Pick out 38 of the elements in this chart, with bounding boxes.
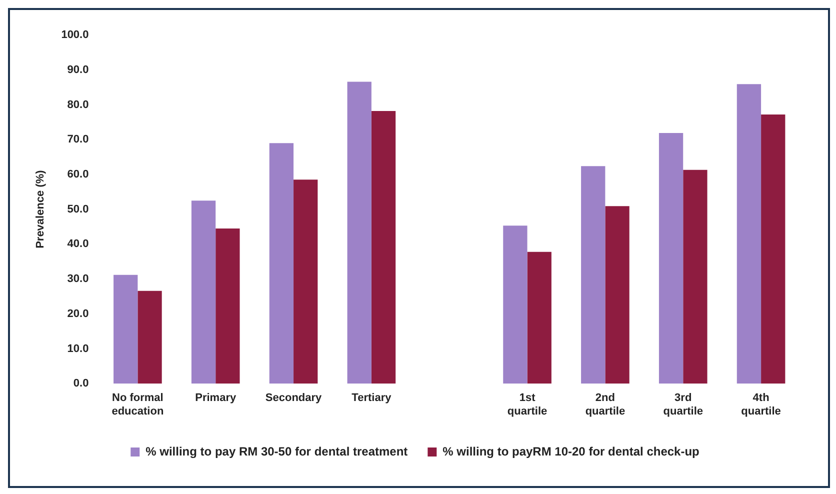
y-axis-title: Prevalence (%) — [34, 170, 47, 248]
x-tick-label: 2nd quartile — [585, 392, 626, 418]
x-tick-label: Tertiary — [352, 392, 392, 404]
bar — [736, 84, 762, 384]
bar — [527, 252, 552, 384]
y-tick-label: 30.0 — [67, 273, 89, 286]
x-tick-label: Secondary — [265, 392, 323, 404]
x-tick-label: 4th quartile — [741, 392, 781, 418]
x-tick-label: No formal education — [112, 392, 164, 418]
bar — [605, 206, 630, 384]
y-tick-label: 10.0 — [67, 342, 89, 355]
y-tick-label: 80.0 — [67, 98, 89, 111]
legend-label: % willing to pay RM 30-50 for dental treatment — [146, 444, 408, 458]
y-tick-label: 40.0 — [67, 238, 89, 250]
bar — [114, 274, 138, 384]
y-tick-label: 70.0 — [67, 134, 89, 146]
y-tick-label: 50.0 — [67, 203, 89, 216]
y-tick-label: 20.0 — [67, 308, 89, 320]
x-tick-label: 3rd quartile — [663, 392, 703, 418]
bar — [138, 290, 162, 384]
bar — [683, 170, 708, 384]
bar — [503, 226, 528, 384]
y-tick-label: 0.0 — [73, 378, 89, 390]
bar — [294, 180, 318, 384]
bar — [216, 228, 240, 384]
y-tick-label: 100.0 — [61, 29, 89, 42]
y-tick-label: 90.0 — [67, 64, 89, 76]
bar — [269, 143, 294, 384]
bar — [658, 132, 684, 384]
bar — [761, 114, 786, 384]
x-tick-label: Primary — [195, 392, 237, 404]
bar — [581, 166, 606, 384]
bar — [347, 82, 372, 384]
y-tick-label: 60.0 — [67, 168, 89, 180]
legend-label: % willing to payRM 10-20 for dental check-up — [442, 444, 700, 458]
bar — [371, 110, 396, 384]
bar — [191, 200, 216, 384]
x-tick-label: 1st quartile — [507, 392, 548, 418]
